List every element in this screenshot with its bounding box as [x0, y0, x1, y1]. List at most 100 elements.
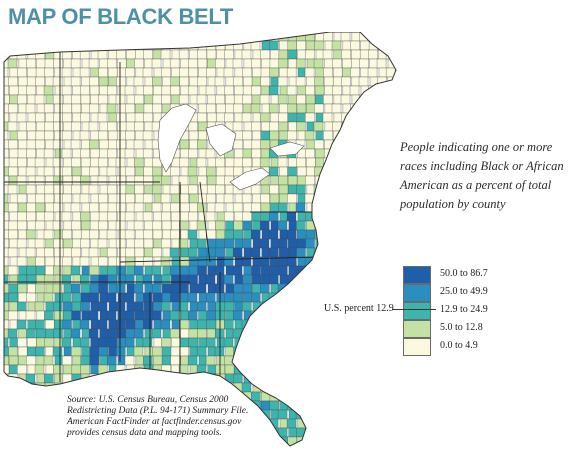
county-cell	[187, 355, 198, 366]
county-cell	[81, 346, 91, 357]
county-cell	[305, 175, 315, 186]
county-cell	[196, 283, 207, 294]
county-cell	[52, 94, 63, 105]
county-cell	[62, 256, 72, 267]
county-cell	[232, 121, 243, 132]
county-cell	[26, 211, 36, 222]
county-cell	[260, 49, 270, 60]
county-cell	[107, 355, 117, 366]
county-cell	[44, 121, 55, 132]
county-cell	[206, 103, 216, 114]
county-cell	[259, 112, 270, 123]
county-cell	[160, 256, 171, 267]
county-cell	[187, 85, 198, 96]
county-cell	[8, 229, 18, 240]
county-cell	[278, 58, 288, 69]
county-cell	[25, 247, 36, 258]
county-cell	[98, 346, 109, 357]
county-cell	[189, 193, 199, 204]
county-cell	[89, 292, 99, 303]
county-cell	[44, 193, 55, 204]
county-cell	[269, 67, 279, 78]
county-cell	[17, 94, 27, 105]
county-cell	[142, 274, 153, 285]
county-cell	[89, 265, 99, 276]
county-cell	[189, 139, 199, 150]
county-cell	[8, 346, 18, 357]
county-cell	[142, 193, 153, 204]
legend-item-25-49: 25.0 to 49.9	[403, 284, 573, 302]
county-cell	[18, 265, 28, 276]
county-cell	[242, 94, 252, 105]
county-cell	[268, 103, 279, 114]
county-cell	[8, 283, 18, 294]
county-cell	[8, 220, 19, 231]
county-cell	[142, 67, 153, 78]
county-cell	[224, 301, 235, 312]
county-cell	[135, 166, 145, 177]
county-cell	[162, 283, 172, 294]
county-cell	[26, 58, 36, 69]
county-cell	[269, 193, 280, 204]
county-cell	[53, 301, 63, 312]
county-cell	[296, 220, 306, 231]
county-cell	[259, 238, 270, 249]
county-cell	[45, 319, 55, 330]
county-cell	[116, 328, 127, 339]
county-cell	[206, 319, 216, 330]
county-cell	[350, 58, 361, 69]
county-cell	[170, 229, 180, 240]
county-cell	[134, 94, 144, 105]
county-cell	[206, 193, 216, 204]
county-cell	[278, 112, 288, 123]
county-cell	[242, 85, 253, 96]
county-cell	[306, 166, 316, 177]
county-cell	[90, 274, 100, 285]
county-cell	[152, 166, 163, 177]
county-cell	[34, 220, 45, 231]
county-cell	[224, 292, 234, 303]
county-cell	[62, 112, 73, 123]
county-cell	[27, 283, 37, 294]
county-cell	[170, 283, 181, 294]
county-cell	[26, 148, 36, 159]
county-cell	[8, 355, 19, 366]
county-cell	[71, 121, 81, 132]
county-cell	[233, 283, 243, 294]
county-cell	[225, 283, 235, 294]
county-cell	[269, 40, 279, 51]
county-cell	[116, 76, 126, 87]
county-cell	[133, 139, 144, 150]
county-cell	[142, 337, 153, 348]
county-cell	[261, 58, 271, 69]
county-cell	[179, 220, 189, 231]
county-cell	[125, 67, 135, 78]
county-cell	[106, 247, 117, 258]
county-cell	[52, 139, 63, 150]
county-cell	[315, 94, 325, 105]
county-cell	[134, 175, 145, 186]
county-cell	[27, 130, 37, 141]
county-cell	[43, 292, 54, 303]
county-cell	[161, 220, 172, 231]
county-cell	[17, 211, 27, 222]
county-cell	[143, 292, 153, 303]
county-cell	[62, 193, 72, 204]
county-cell	[216, 49, 226, 60]
county-cell	[196, 346, 207, 357]
county-cell	[287, 175, 298, 186]
county-cell	[89, 103, 99, 114]
county-cell	[134, 328, 144, 339]
county-cell	[18, 139, 28, 150]
county-cell	[189, 319, 199, 330]
county-cell	[198, 184, 208, 195]
county-cell	[4, 274, 9, 285]
county-cell	[179, 346, 189, 357]
county-cell	[242, 301, 252, 312]
county-cell	[106, 103, 117, 114]
county-cell	[70, 346, 81, 357]
county-cell	[279, 193, 289, 204]
county-cell	[16, 112, 27, 123]
county-cell	[225, 94, 235, 105]
county-cell	[161, 274, 171, 285]
